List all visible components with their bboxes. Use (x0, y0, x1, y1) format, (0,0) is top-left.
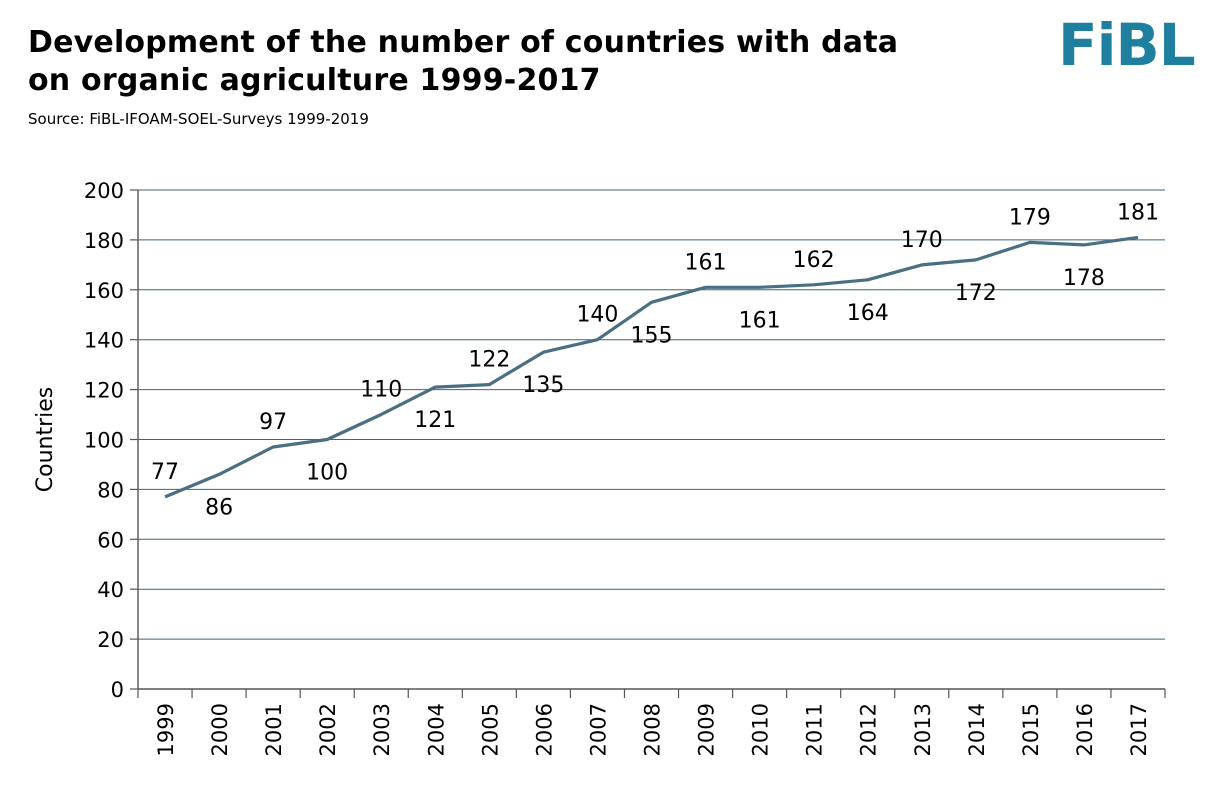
x-tick-label: 2017 (1127, 703, 1151, 756)
series-line (164, 235, 1139, 499)
data-label: 162 (793, 248, 835, 273)
x-tick-label: 2016 (1073, 703, 1097, 756)
x-tick-label: 2008 (641, 703, 665, 756)
y-tick-label: 140 (84, 329, 124, 353)
x-tick-label: 2010 (749, 703, 773, 756)
chart-title: Development of the number of countries w… (28, 25, 899, 98)
x-tick-labels: 1999 2000 2001 2002 2003 2004 2005 2006 2007 2008… (154, 703, 1151, 756)
data-label: 97 (259, 410, 287, 435)
x-tick-label: 2002 (316, 703, 340, 756)
x-tick-label: 2015 (1019, 703, 1043, 756)
data-label: 140 (576, 303, 618, 328)
x-tick-label: 2000 (208, 703, 232, 756)
y-tick-label: 180 (84, 229, 124, 253)
x-tick-label: 2005 (478, 703, 502, 756)
y-tick-label: 200 (84, 179, 124, 203)
data-label: 77 (151, 460, 179, 485)
data-label: 172 (955, 281, 997, 306)
data-label: 181 (1117, 200, 1159, 225)
y-axis-label: Countries (33, 387, 58, 493)
data-label: 155 (631, 323, 673, 348)
series-polyline (164, 235, 1139, 499)
data-label: 161 (739, 308, 781, 333)
y-tick-label: 100 (84, 429, 124, 453)
data-label: 110 (360, 378, 402, 403)
x-tick-label: 2006 (532, 703, 556, 756)
x-tick-label: 2014 (965, 703, 989, 756)
data-label: 86 (205, 495, 233, 520)
x-tick-label: 1999 (154, 703, 178, 756)
y-tick-label: 80 (97, 478, 124, 502)
data-labels: 77 86 97 100 110 121 122 135 140 155 161 161 162 164 1… (151, 200, 1159, 520)
data-label: 179 (1009, 205, 1051, 230)
data-label: 121 (414, 408, 456, 433)
x-tick-label: 2003 (370, 703, 394, 756)
x-tick-label: 2013 (911, 703, 935, 756)
x-tick-label: 2001 (262, 703, 286, 756)
y-tick-label: 120 (84, 379, 124, 403)
fibl-logo: FiBL (1058, 11, 1196, 79)
y-tick-label: 40 (97, 578, 124, 602)
x-tick-label: 2004 (424, 703, 448, 756)
data-label: 170 (901, 228, 943, 253)
y-tick-label: 0 (111, 678, 124, 702)
y-tick-label: 20 (97, 628, 124, 652)
x-tick-label: 2012 (857, 703, 881, 756)
gridlines (138, 189, 1165, 640)
x-tick-label: 2009 (695, 703, 719, 756)
data-label: 100 (306, 461, 348, 486)
y-tick-label: 60 (97, 528, 124, 552)
data-label: 164 (847, 301, 889, 326)
chart-source: Source: FiBL-IFOAM-SOEL-Surveys 1999-201… (28, 110, 369, 128)
x-tick-label: 2007 (586, 703, 610, 756)
data-label: 161 (685, 250, 727, 275)
data-label: 122 (468, 348, 510, 373)
data-label: 178 (1063, 266, 1105, 291)
x-tick-label: 2011 (803, 703, 827, 756)
axes (130, 189, 1166, 698)
y-tick-labels: 0 20 40 60 80 100 120 140 160 180 200 (84, 179, 124, 702)
data-label: 135 (522, 373, 564, 398)
y-tick-label: 160 (84, 279, 124, 303)
